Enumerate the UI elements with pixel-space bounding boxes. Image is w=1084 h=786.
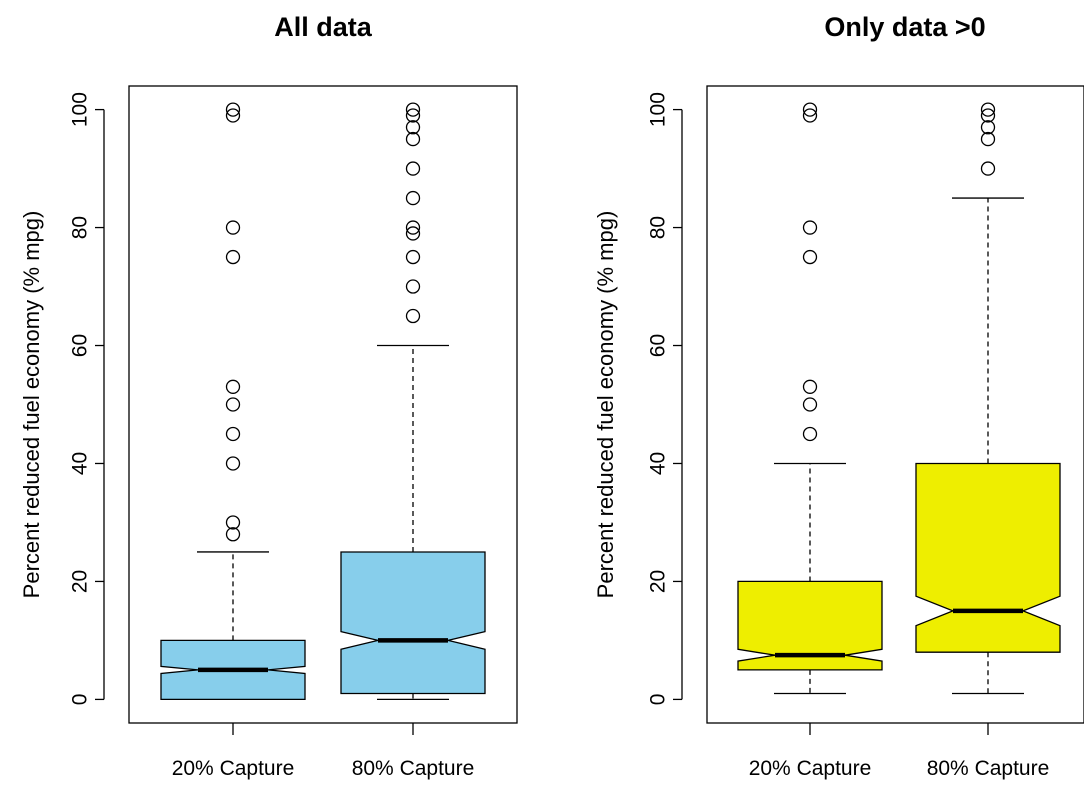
box-80-capture [340,102,486,701]
y-tick-label: 80 [69,216,92,239]
outlier-point [980,108,996,123]
y-tick-label: 0 [69,694,92,706]
outlier-point [405,131,421,147]
box-20-capture [160,102,306,701]
y-tick-label: 100 [69,92,92,127]
outlier-point [802,397,818,412]
outlier-point [802,249,818,265]
y-tick-label: 20 [69,570,92,593]
outlier-point [405,190,421,206]
outlier-point [405,279,421,294]
notched-box [737,580,883,671]
y-tick-label: 80 [647,216,670,239]
outlier-point [405,308,421,324]
plot-frame [706,85,1084,724]
y-tick-label: 60 [69,334,92,357]
outlier-point [225,515,241,530]
outlier-point [225,220,241,235]
x-tick-label: 20% Capture [172,757,295,780]
outlier-point [405,226,421,241]
y-axis-label: Percent reduced fuel economy (% mpg) [19,211,44,599]
y-tick-label: 20 [647,570,670,593]
box-80-capture [915,102,1061,695]
outlier-point [405,108,421,123]
outlier-point [225,249,241,265]
notched-box [915,462,1061,653]
plot-frame [128,85,518,724]
y-tick-label: 100 [647,92,670,127]
outlier-point [225,102,241,117]
outlier-point [225,379,241,394]
y-tick-label: 60 [647,334,670,357]
outlier-point [225,426,241,442]
outlier-point [802,379,818,394]
y-axis-label: Percent reduced fuel economy (% mpg) [593,211,618,599]
outlier-point [225,456,241,471]
outlier-point [405,249,421,265]
box-20-capture [737,102,883,695]
boxplot-panel-1: All data Percent reduced fuel economy (% … [19,12,518,780]
y-tick-label: 0 [647,694,670,706]
outlier-point [405,102,421,117]
outlier-point [802,102,818,117]
outlier-point [405,220,421,235]
outlier-point [802,220,818,235]
outlier-point [225,397,241,412]
notched-box [340,551,486,695]
outlier-point [980,131,996,147]
chart-title: All data [274,12,373,42]
x-tick-label: 20% Capture [749,757,872,780]
outlier-point [802,426,818,442]
outlier-point [225,108,241,123]
outlier-point [405,120,421,135]
outlier-point [802,108,818,123]
outlier-point [980,161,996,176]
x-tick-label: 80% Capture [927,757,1050,780]
chart-title: Only data >0 [824,12,985,42]
outlier-point [980,120,996,135]
outlier-point [225,527,241,542]
outlier-point [405,161,421,176]
y-tick-label: 40 [69,452,92,475]
x-tick-label: 80% Capture [352,757,475,780]
y-tick-label: 40 [647,452,670,475]
outlier-point [980,102,996,117]
boxplot-panel-2: Only data >0 Percent reduced fuel economy… [593,12,1084,780]
